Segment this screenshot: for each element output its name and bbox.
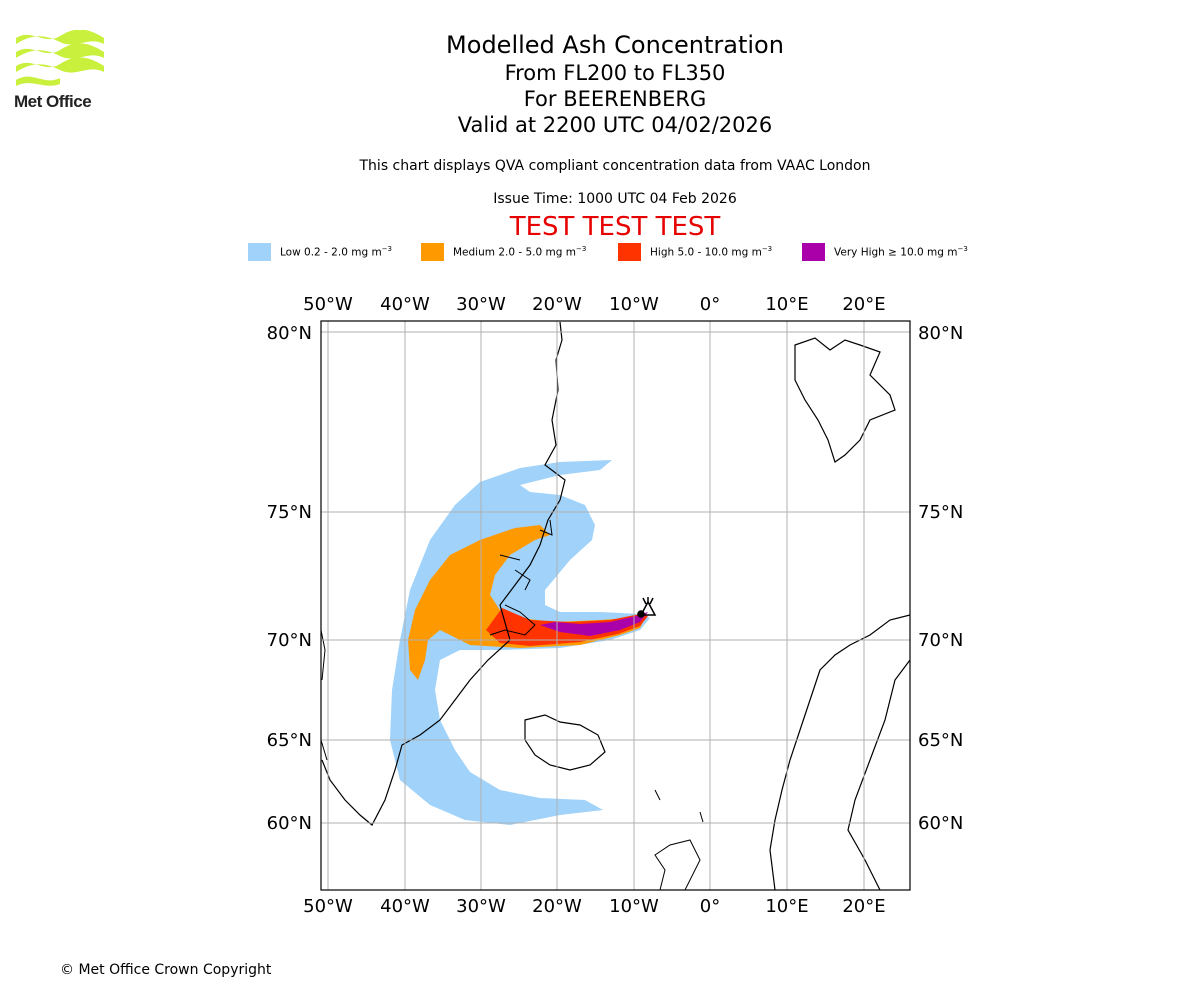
legend-swatch-low [248, 243, 271, 261]
lon-label-bottom: 20°W [532, 896, 582, 917]
lon-label-bottom: 0° [700, 896, 720, 917]
legend-item-medium: Medium 2.0 - 5.0 mg m−3 [421, 243, 586, 261]
lat-label-right: 75°N [918, 502, 963, 523]
lat-label-right: 65°N [918, 730, 963, 751]
right-lat-labels: 80°N 75°N 70°N 65°N 60°N [918, 323, 963, 834]
legend-label-high: High 5.0 - 10.0 mg m [650, 246, 762, 259]
lon-label-top: 50°W [303, 294, 353, 315]
met-office-logo-text: Met Office [14, 92, 92, 111]
coastline-greenland-inner [489, 519, 553, 636]
lon-label-bottom: 20°E [842, 896, 885, 917]
coastline-iceland [524, 714, 606, 771]
title-line-1: Modelled Ash Concentration [446, 31, 784, 59]
lon-label-bottom: 30°W [456, 896, 506, 917]
lon-label-bottom: 50°W [303, 896, 353, 917]
legend-item-high: High 5.0 - 10.0 mg m−3 [618, 243, 772, 261]
legend-label-medium: Medium 2.0 - 5.0 mg m [453, 246, 576, 259]
lon-label-top: 40°W [380, 294, 430, 315]
coastline-greenland [321, 321, 566, 826]
legend-exp-very-high: −3 [957, 245, 968, 254]
lon-label-top: 30°W [456, 294, 506, 315]
test-banner: TEST TEST TEST [509, 212, 721, 242]
legend-exp-medium: −3 [575, 245, 587, 254]
lon-label-bottom: 40°W [380, 896, 430, 917]
lat-label-left: 70°N [267, 630, 312, 651]
lon-label-bottom: 10°E [765, 896, 808, 917]
coastline-scotland [654, 789, 704, 890]
coastline-svalbard [794, 337, 896, 463]
lon-label-top: 20°E [842, 294, 885, 315]
issue-time: Issue Time: 1000 UTC 04 Feb 2026 [493, 191, 737, 207]
lat-label-right: 70°N [918, 630, 963, 651]
top-lon-labels: 50°W 40°W 30°W 20°W 10°W 0° 10°E 20°E [303, 294, 885, 315]
copyright-notice: © Met Office Crown Copyright [60, 962, 272, 978]
lat-label-left: 65°N [267, 730, 312, 751]
volcano-marker-icon [637, 597, 657, 618]
legend-exp-high: −3 [761, 245, 773, 254]
title-line-4: Valid at 2200 UTC 04/02/2026 [457, 113, 773, 137]
lat-label-left: 60°N [267, 813, 312, 834]
lat-label-right: 60°N [918, 813, 963, 834]
legend-item-low: Low 0.2 - 2.0 mg m−3 [248, 243, 392, 261]
met-office-waves-icon [16, 29, 104, 86]
title-line-2: From FL200 to FL350 [504, 61, 726, 85]
legend-swatch-medium [421, 243, 444, 261]
coastline-scandinavia [769, 614, 910, 890]
lat-label-right: 80°N [918, 323, 963, 344]
met-office-logo: Met Office [14, 29, 106, 112]
legend-swatch-high [618, 243, 641, 261]
legend-label-very-high: Very High ≥ 10.0 mg m [834, 246, 958, 259]
coastline-canada [321, 629, 328, 761]
lat-label-left: 75°N [267, 502, 312, 523]
legend-swatch-very-high [802, 243, 825, 261]
lon-label-top: 0° [700, 294, 720, 315]
chart-title: Modelled Ash Concentration From FL200 to… [0, 30, 1200, 138]
lat-label-left: 80°N [267, 323, 312, 344]
map-gridlines [321, 321, 910, 890]
map-content [321, 321, 910, 890]
lon-label-top: 10°E [765, 294, 808, 315]
ash-very-high-region [540, 612, 648, 636]
bottom-lon-labels: 50°W 40°W 30°W 20°W 10°W 0° 10°E 20°E [303, 896, 885, 917]
lon-label-bottom: 10°W [609, 896, 659, 917]
lon-label-top: 20°W [532, 294, 582, 315]
map-frame [320, 320, 911, 891]
left-lat-labels: 80°N 75°N 70°N 65°N 60°N [267, 323, 312, 834]
legend-label-low: Low 0.2 - 2.0 mg m [280, 246, 382, 259]
legend: Low 0.2 - 2.0 mg m−3 Medium 2.0 - 5.0 mg… [0, 243, 1200, 265]
ash-medium-region [408, 525, 645, 680]
legend-item-very-high: Very High ≥ 10.0 mg m−3 [802, 243, 968, 261]
chart-subtitle: This chart displays QVA compliant concen… [359, 158, 871, 174]
title-line-3: For BEERENBERG [523, 87, 707, 111]
lon-label-top: 10°W [609, 294, 659, 315]
legend-exp-low: −3 [381, 245, 393, 254]
